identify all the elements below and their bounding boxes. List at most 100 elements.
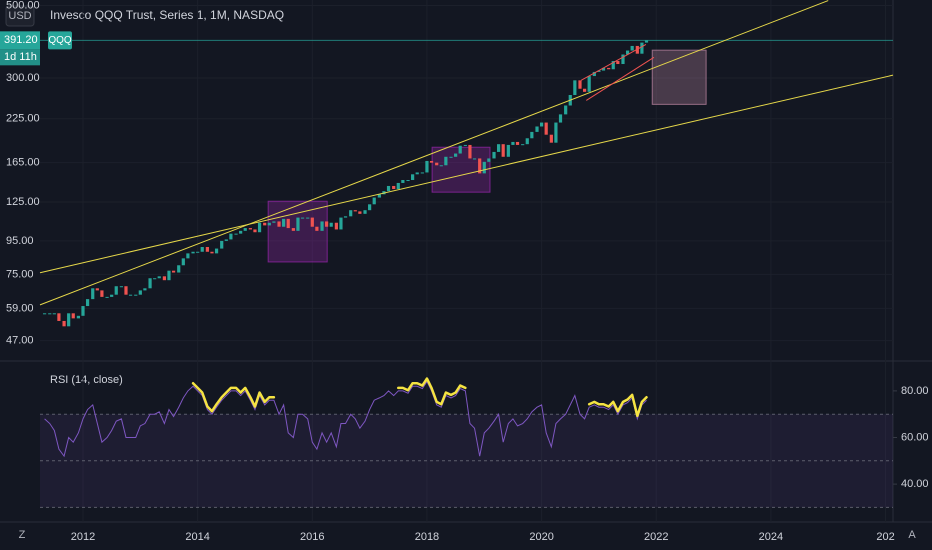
candle [91, 288, 95, 300]
candle [368, 204, 372, 211]
candle [640, 42, 644, 54]
rsi-highlight [587, 393, 648, 418]
trend-line [39, 74, 894, 274]
candle [521, 144, 525, 146]
candle [234, 233, 238, 235]
box [267, 200, 328, 263]
candle [549, 134, 553, 143]
candle [272, 221, 276, 223]
candle [95, 288, 99, 291]
candle [582, 88, 587, 92]
candle [358, 211, 362, 214]
candle [429, 160, 434, 163]
candle [181, 258, 185, 266]
candle [544, 122, 548, 135]
price-tag: 391.20 [4, 34, 38, 46]
candle [67, 313, 71, 327]
candle [71, 313, 75, 319]
candle [530, 131, 534, 139]
candle [635, 45, 639, 54]
trend-line [39, 0, 829, 306]
candle [454, 153, 458, 157]
candle [134, 294, 138, 296]
candle [220, 240, 224, 249]
candle [186, 253, 190, 259]
candle [81, 306, 85, 316]
candle [128, 294, 133, 296]
left-button[interactable]: Z [19, 529, 26, 541]
candle [558, 114, 563, 123]
x-tick-label: 2014 [185, 531, 209, 543]
y-tick-label: 225.00 [6, 113, 40, 125]
candle [377, 194, 381, 198]
candle [501, 144, 505, 157]
candle [482, 161, 486, 174]
candle [458, 145, 462, 154]
candle [616, 61, 620, 65]
candle [425, 160, 429, 173]
rsi-highlight [191, 381, 276, 413]
candle [257, 222, 262, 233]
x-tick-label: 202 [876, 531, 894, 543]
candle [478, 158, 482, 174]
candle [587, 76, 591, 92]
candle [306, 217, 310, 219]
candle [243, 228, 247, 231]
trend-line [580, 44, 647, 81]
candle [177, 265, 181, 273]
candle [554, 122, 558, 143]
candle [214, 248, 219, 254]
candle [372, 197, 376, 205]
candle [282, 218, 286, 227]
candle [468, 144, 472, 159]
candle [277, 221, 281, 227]
candle [110, 294, 114, 297]
candle [200, 247, 204, 252]
x-tick-label: 2022 [644, 531, 668, 543]
price-tag-bg [0, 31, 40, 50]
candle [515, 141, 520, 145]
candle [401, 180, 405, 183]
candle [511, 141, 515, 145]
y-tick-label: 165.00 [6, 157, 40, 169]
candle [263, 222, 267, 226]
candle [449, 156, 453, 158]
right-button[interactable]: A [908, 529, 916, 541]
candle [196, 251, 200, 253]
rsi-tick-label: 40.00 [901, 478, 929, 490]
symbol-tag: QQQ [48, 35, 72, 46]
candle [564, 105, 568, 115]
candle [124, 286, 128, 295]
candle [578, 80, 582, 89]
candle [644, 40, 649, 43]
candle [411, 174, 415, 181]
x-tick-label: 2018 [415, 531, 439, 543]
candle [229, 233, 233, 240]
candle [487, 158, 491, 162]
candle [415, 172, 419, 175]
y-tick-label: 500.00 [6, 0, 40, 11]
x-tick-label: 2016 [300, 531, 324, 543]
candle [349, 210, 353, 217]
x-tick-label: 2012 [71, 531, 95, 543]
box [651, 49, 707, 105]
x-tick-label: 2020 [529, 531, 553, 543]
candle [621, 54, 625, 65]
candle [420, 172, 424, 174]
candle [472, 158, 477, 160]
candle [48, 313, 52, 315]
candle [286, 218, 290, 229]
candle [224, 239, 228, 241]
candle [539, 122, 544, 127]
box [431, 146, 491, 193]
candle [597, 70, 601, 72]
candle [105, 296, 109, 298]
candle [267, 222, 271, 226]
currency-button[interactable] [5, 5, 35, 27]
candle [607, 67, 611, 70]
candle [205, 247, 209, 252]
candle [439, 165, 443, 167]
y-tick-label: 59.00 [6, 302, 34, 314]
